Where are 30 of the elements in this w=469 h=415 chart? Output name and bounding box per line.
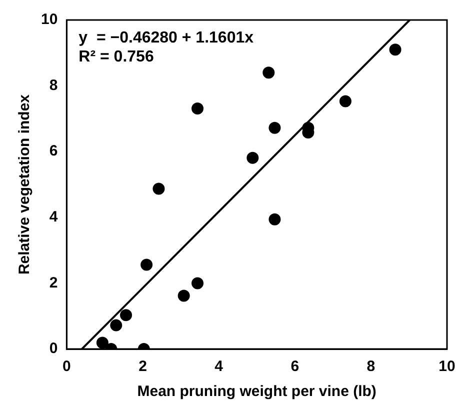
y-tick-label: 8	[49, 76, 58, 94]
point	[192, 277, 204, 290]
y-tick-label: 2	[49, 274, 58, 292]
point	[262, 66, 275, 79]
annotation: R² = 0.756	[78, 48, 154, 66]
x-tick-label: 2	[138, 358, 147, 376]
point	[192, 102, 204, 114]
x-tick-label: 8	[366, 358, 376, 376]
y-tick-label: 0	[49, 340, 58, 358]
point	[246, 152, 259, 164]
point	[110, 319, 122, 332]
annotation: y = −0.46280 + 1.1601x	[78, 29, 254, 46]
point	[268, 213, 281, 226]
y-tick-label: 4	[49, 208, 58, 226]
point	[268, 122, 281, 134]
y-tick-label: 6	[49, 142, 58, 160]
point	[178, 290, 190, 302]
x-tick-label: 6	[290, 358, 300, 376]
y-axis-title: Relative vegetation index	[16, 94, 34, 275]
point	[152, 182, 165, 195]
x-tick-label: 0	[62, 358, 71, 376]
point	[120, 309, 132, 322]
point	[389, 44, 402, 56]
point	[339, 95, 352, 108]
y-tick-label: 10	[40, 11, 58, 28]
x-tick-label: 10	[438, 358, 456, 376]
point	[140, 258, 153, 271]
point	[96, 336, 108, 349]
x-tick-label: 4	[214, 358, 224, 376]
x-axis-title: Mean pruning weight per vine (lb)	[137, 383, 376, 400]
